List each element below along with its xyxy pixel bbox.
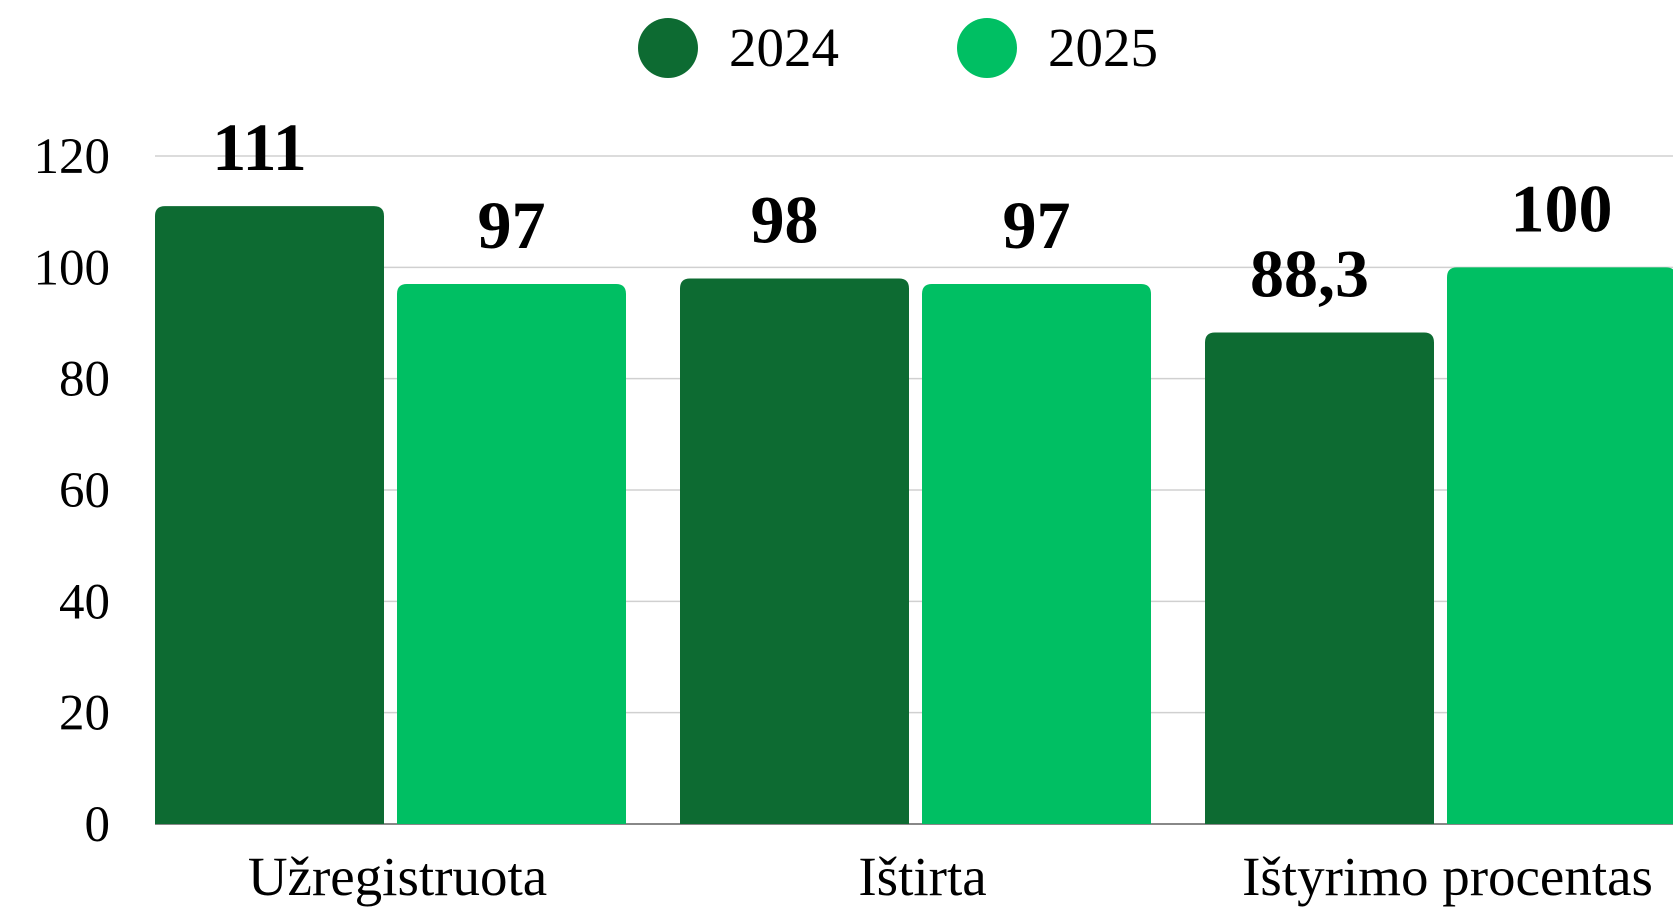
value-label: 98 bbox=[751, 181, 819, 257]
bar bbox=[397, 284, 626, 824]
x-tick-label: Užregistruota bbox=[248, 846, 547, 907]
value-label: 100 bbox=[1511, 170, 1613, 246]
value-label: 97 bbox=[1003, 187, 1071, 263]
y-tick-label: 80 bbox=[59, 352, 110, 408]
y-tick-label: 40 bbox=[59, 574, 110, 630]
bar bbox=[1205, 332, 1434, 824]
y-tick-label: 60 bbox=[59, 463, 110, 519]
value-label: 88,3 bbox=[1250, 235, 1369, 311]
bar bbox=[680, 278, 909, 824]
y-tick-label: 0 bbox=[85, 797, 111, 853]
value-label: 111 bbox=[212, 109, 307, 185]
bar bbox=[155, 206, 384, 825]
legend-label: 2025 bbox=[1048, 17, 1158, 78]
x-tick-label: Ištirta bbox=[858, 846, 986, 907]
legend-swatch bbox=[638, 18, 698, 78]
legend-swatch bbox=[957, 18, 1017, 78]
bar bbox=[922, 284, 1151, 824]
y-tick-label: 20 bbox=[59, 686, 110, 742]
legend-label: 2024 bbox=[729, 17, 839, 78]
value-label: 97 bbox=[478, 187, 546, 263]
x-tick-label: Ištyrimo procentas bbox=[1242, 846, 1653, 907]
y-tick-label: 120 bbox=[34, 129, 111, 185]
y-tick-label: 100 bbox=[34, 240, 111, 296]
bar bbox=[1447, 267, 1673, 824]
